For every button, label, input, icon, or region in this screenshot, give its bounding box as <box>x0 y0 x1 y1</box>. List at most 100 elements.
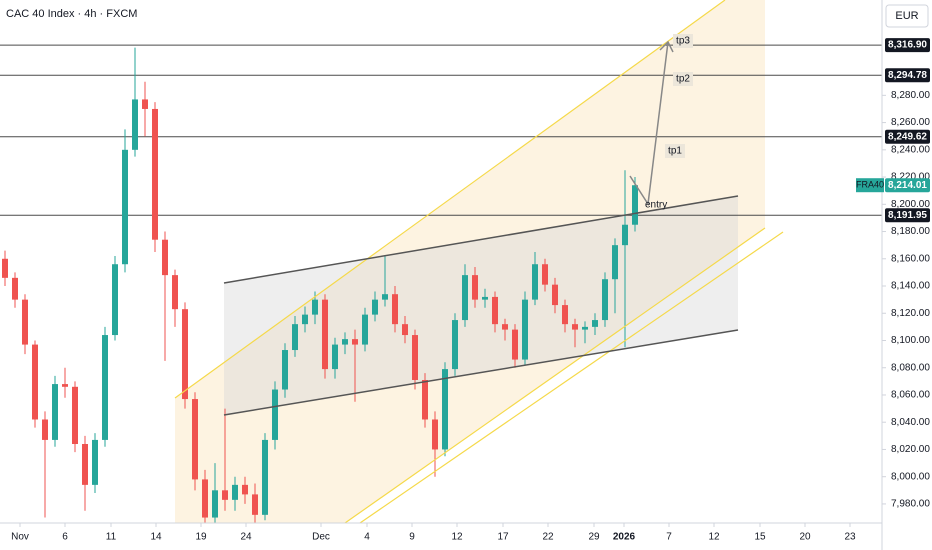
gray-channel-fill <box>224 196 738 415</box>
x-tick-label: 7 <box>666 532 672 543</box>
candle-body <box>272 389 278 440</box>
candle-body <box>342 339 348 345</box>
candle-body <box>232 484 238 500</box>
x-tick-label: 20 <box>799 532 811 543</box>
level-label-box <box>885 129 930 144</box>
candle-body <box>582 326 588 330</box>
x-tick-label: 15 <box>754 532 766 543</box>
candle-body <box>92 439 98 485</box>
x-tick-label: 11 <box>106 532 117 543</box>
last-price-box <box>885 178 930 193</box>
level-label: 8,249.62 <box>888 131 927 142</box>
x-tick-label: 2026 <box>613 532 636 543</box>
arrow-head <box>659 40 674 53</box>
candle-body <box>22 299 28 345</box>
candle-body <box>612 245 618 280</box>
x-tick-label: 6 <box>62 532 68 543</box>
candle-body <box>442 369 448 450</box>
candle-body <box>202 479 208 518</box>
tp1-box <box>665 144 685 158</box>
candle-body <box>252 494 258 515</box>
y-tick-label: 8,260.00 <box>891 117 930 128</box>
y-tick-label: 8,100.00 <box>891 335 930 346</box>
candles <box>2 47 638 523</box>
candle-body <box>32 344 38 420</box>
x-tick-label: 23 <box>844 532 856 543</box>
channel-lower <box>344 227 766 524</box>
y-tick-label: 8,160.00 <box>891 253 930 264</box>
candle-body <box>382 294 388 300</box>
candle-body <box>412 335 418 380</box>
tp3-box <box>673 34 693 48</box>
y-tick-label: 8,020.00 <box>891 444 930 455</box>
level-label-box <box>885 38 930 53</box>
candle-body <box>332 344 338 370</box>
y-tick-label: 8,280.00 <box>891 90 930 101</box>
y-tick-label: 8,240.00 <box>891 144 930 155</box>
candle-body <box>302 314 308 325</box>
candle-body <box>122 149 128 265</box>
annotation: tp3 <box>676 36 690 47</box>
candle-body <box>452 320 458 370</box>
candle-body <box>132 99 138 150</box>
candle-body <box>392 294 398 325</box>
candle-body <box>592 320 598 327</box>
candle-body <box>292 324 298 351</box>
candle-body <box>552 284 558 306</box>
candle-body <box>242 484 248 495</box>
y-tick-label: 8,040.00 <box>891 417 930 428</box>
x-tick-label: 12 <box>451 532 463 543</box>
x-tick-label: 17 <box>497 532 509 543</box>
candle-body <box>482 296 488 300</box>
x-tick-label: 22 <box>542 532 554 543</box>
candle-body <box>372 299 378 315</box>
candle-body <box>82 444 88 485</box>
candle-body <box>172 275 178 310</box>
x-tick-label: 19 <box>195 532 207 543</box>
candle-body <box>492 296 498 325</box>
x-tick-label: 24 <box>240 532 252 543</box>
x-tick-label: Nov <box>11 532 29 543</box>
currency-box[interactable] <box>885 4 929 28</box>
last-price-label: 8,214.01 <box>888 180 927 191</box>
candle-body <box>312 299 318 315</box>
candle-body <box>352 339 358 345</box>
tp2-box <box>673 72 693 86</box>
time-axis-bg <box>0 523 932 550</box>
candle-body <box>282 350 288 390</box>
annotation: tp2 <box>676 74 690 85</box>
candle-body <box>52 384 58 440</box>
candle-body <box>422 379 428 420</box>
candle-body <box>222 490 228 500</box>
candle-body <box>322 299 328 370</box>
candle-body <box>112 264 118 336</box>
y-tick-label: 8,220.00 <box>891 172 930 183</box>
candle-body <box>622 224 628 246</box>
candle-body <box>142 99 148 109</box>
chart-title: CAC 40 Index · 4h · FXCM <box>6 8 137 20</box>
gray-upper <box>223 195 739 284</box>
candle-body <box>192 399 198 480</box>
level-label-box <box>885 208 930 223</box>
level-label: 8,294.78 <box>888 70 927 81</box>
candle-body <box>572 324 578 330</box>
target-arrow <box>629 41 669 207</box>
candle-body <box>522 299 528 360</box>
candle-body <box>462 275 468 321</box>
price-axis-bg <box>882 0 932 550</box>
candle-body <box>502 324 508 330</box>
levels <box>0 44 882 216</box>
candle-body <box>472 275 478 300</box>
y-tick-label: 7,980.00 <box>891 499 930 510</box>
x-tick-label: 29 <box>588 532 600 543</box>
x-tick-label: 9 <box>409 532 415 543</box>
x-tick-label: 4 <box>364 532 370 543</box>
y-tick-label: 8,080.00 <box>891 362 930 373</box>
candle-body <box>562 305 568 325</box>
symbol-label: FRA40 <box>856 180 884 190</box>
level-label: 8,316.90 <box>888 40 927 51</box>
currency[interactable]: EUR <box>895 10 918 22</box>
x-tick-label: 12 <box>708 532 720 543</box>
candle-body <box>542 264 548 285</box>
